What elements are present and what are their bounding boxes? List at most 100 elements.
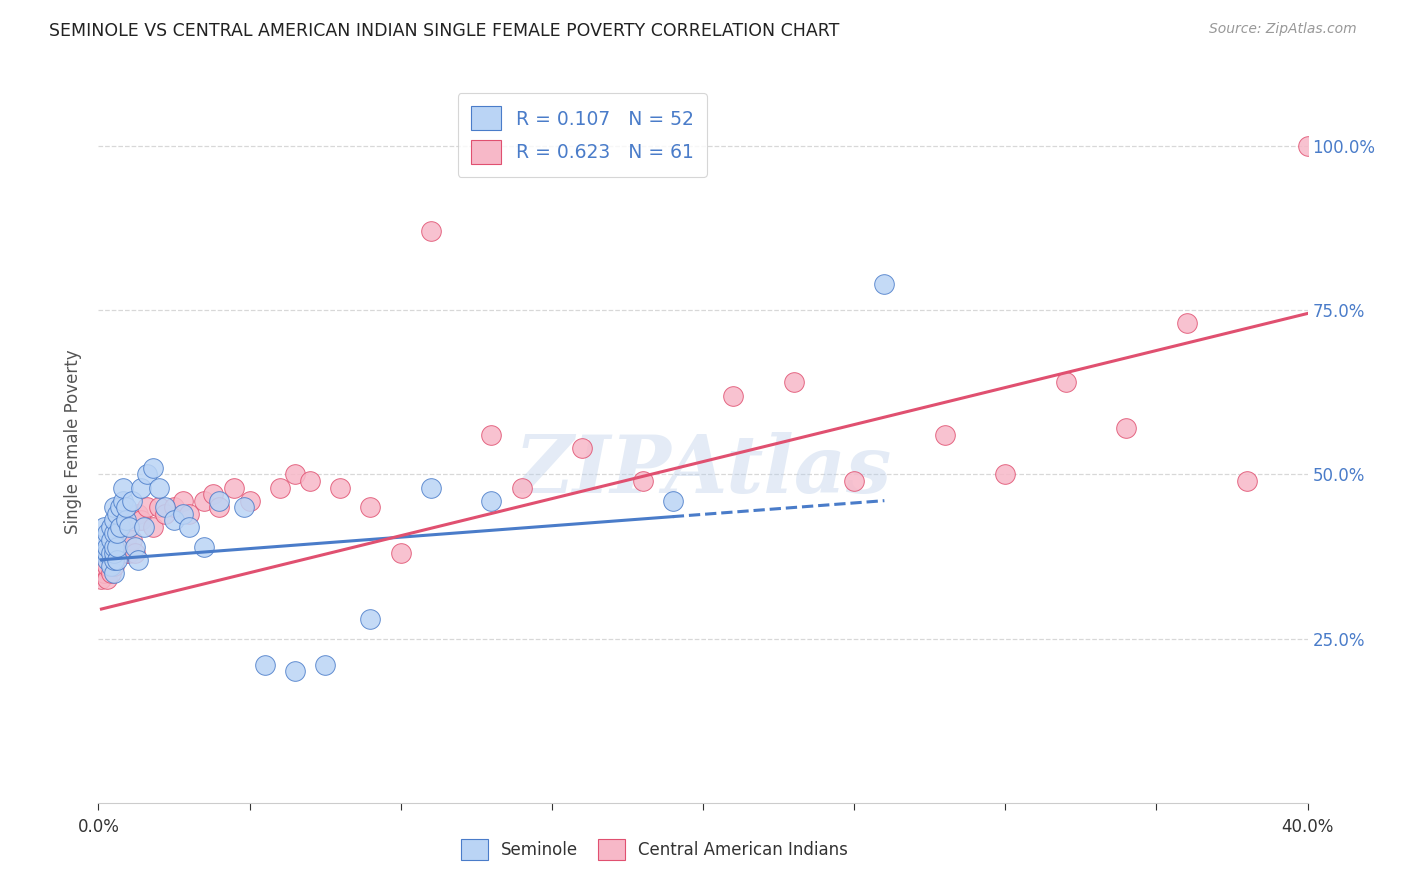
Point bbox=[284, 467, 307, 482]
Point bbox=[108, 520, 131, 534]
Point bbox=[111, 533, 134, 547]
Point bbox=[510, 481, 533, 495]
Point bbox=[103, 546, 125, 560]
Point bbox=[232, 500, 254, 515]
Point bbox=[118, 520, 141, 534]
Point bbox=[111, 481, 134, 495]
Point bbox=[1236, 474, 1258, 488]
Point bbox=[420, 481, 443, 495]
Point bbox=[103, 566, 125, 580]
Legend: Seminole, Central American Indians: Seminole, Central American Indians bbox=[454, 832, 855, 867]
Point bbox=[103, 500, 125, 515]
Point bbox=[114, 500, 136, 515]
Point bbox=[179, 507, 201, 521]
Text: SEMINOLE VS CENTRAL AMERICAN INDIAN SINGLE FEMALE POVERTY CORRELATION CHART: SEMINOLE VS CENTRAL AMERICAN INDIAN SING… bbox=[49, 22, 839, 40]
Point bbox=[100, 540, 122, 554]
Point bbox=[103, 559, 125, 574]
Point bbox=[389, 546, 412, 560]
Point bbox=[93, 520, 115, 534]
Point bbox=[1175, 316, 1198, 330]
Point bbox=[118, 546, 141, 560]
Point bbox=[142, 520, 165, 534]
Point bbox=[121, 533, 143, 547]
Text: Source: ZipAtlas.com: Source: ZipAtlas.com bbox=[1209, 22, 1357, 37]
Point bbox=[108, 500, 131, 515]
Point bbox=[105, 546, 128, 560]
Point bbox=[114, 533, 136, 547]
Point bbox=[135, 467, 157, 482]
Point bbox=[118, 520, 141, 534]
Point bbox=[124, 540, 146, 554]
Point bbox=[96, 559, 118, 574]
Point bbox=[163, 513, 186, 527]
Point bbox=[132, 520, 155, 534]
Point bbox=[124, 546, 146, 560]
Point bbox=[114, 546, 136, 560]
Point bbox=[100, 520, 122, 534]
Point bbox=[96, 573, 118, 587]
Point bbox=[105, 507, 128, 521]
Point bbox=[103, 520, 125, 534]
Point bbox=[103, 546, 125, 560]
Point bbox=[96, 546, 118, 560]
Point bbox=[193, 493, 215, 508]
Point bbox=[96, 546, 118, 560]
Point bbox=[193, 540, 215, 554]
Point bbox=[481, 428, 503, 442]
Point bbox=[934, 428, 956, 442]
Point bbox=[114, 513, 136, 527]
Point bbox=[153, 500, 176, 515]
Point bbox=[994, 467, 1017, 482]
Point bbox=[172, 493, 194, 508]
Point bbox=[1115, 421, 1137, 435]
Point bbox=[873, 277, 896, 291]
Point bbox=[105, 540, 128, 554]
Point bbox=[108, 526, 131, 541]
Text: ZIPAtlas: ZIPAtlas bbox=[515, 432, 891, 509]
Point bbox=[661, 493, 683, 508]
Point bbox=[202, 487, 225, 501]
Point bbox=[103, 513, 125, 527]
Point bbox=[100, 533, 122, 547]
Point bbox=[129, 481, 152, 495]
Point bbox=[135, 500, 157, 515]
Point bbox=[100, 546, 122, 560]
Point bbox=[96, 553, 118, 567]
Point bbox=[96, 526, 118, 541]
Point bbox=[224, 481, 246, 495]
Point bbox=[179, 520, 201, 534]
Point bbox=[284, 665, 307, 679]
Point bbox=[100, 559, 122, 574]
Point bbox=[105, 533, 128, 547]
Point bbox=[1296, 139, 1319, 153]
Point bbox=[269, 481, 291, 495]
Point bbox=[723, 388, 745, 402]
Point bbox=[481, 493, 503, 508]
Point bbox=[111, 513, 134, 527]
Point bbox=[329, 481, 352, 495]
Point bbox=[253, 657, 276, 672]
Point bbox=[631, 474, 654, 488]
Point bbox=[103, 533, 125, 547]
Y-axis label: Single Female Poverty: Single Female Poverty bbox=[63, 350, 82, 533]
Point bbox=[208, 500, 231, 515]
Point bbox=[142, 460, 165, 475]
Point bbox=[90, 533, 112, 547]
Point bbox=[103, 553, 125, 567]
Point bbox=[239, 493, 262, 508]
Point bbox=[105, 520, 128, 534]
Point bbox=[90, 573, 112, 587]
Point bbox=[127, 553, 149, 567]
Point bbox=[148, 500, 170, 515]
Point bbox=[299, 474, 322, 488]
Point bbox=[1054, 376, 1077, 390]
Point bbox=[783, 376, 806, 390]
Point bbox=[108, 540, 131, 554]
Point bbox=[129, 513, 152, 527]
Point bbox=[93, 566, 115, 580]
Point bbox=[208, 493, 231, 508]
Point bbox=[153, 507, 176, 521]
Point bbox=[96, 540, 118, 554]
Point bbox=[111, 493, 134, 508]
Point bbox=[121, 493, 143, 508]
